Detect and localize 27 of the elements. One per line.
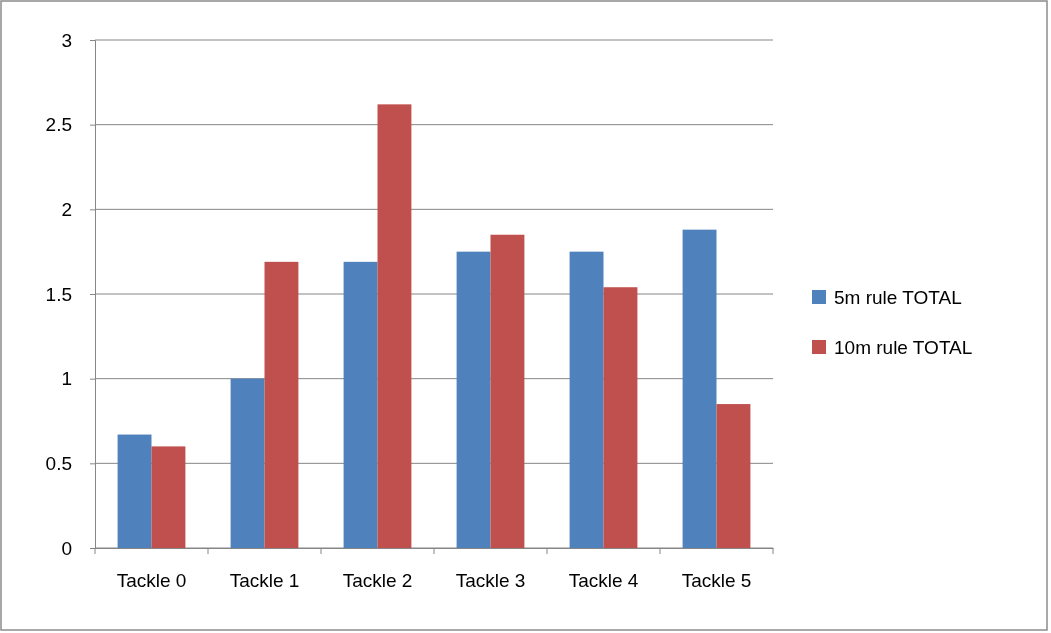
bar	[151, 446, 186, 548]
y-tick-label: 0.5	[45, 452, 72, 474]
x-tick-label: Tackle 2	[342, 570, 413, 592]
y-tick-label: 2.5	[45, 114, 72, 136]
bar	[569, 251, 604, 548]
x-tick-label: Tackle 1	[229, 570, 300, 592]
y-tick-label: 2	[61, 198, 72, 220]
bar	[264, 261, 299, 548]
x-tick-label: Tackle 5	[681, 570, 752, 592]
bar	[490, 234, 525, 548]
x-tick-label: Tackle 3	[455, 570, 526, 592]
bar	[377, 104, 412, 548]
x-tick-label: Tackle 4	[568, 570, 639, 592]
y-tick-label: 1	[61, 368, 72, 390]
legend-label: 10m rule TOTAL	[834, 337, 973, 358]
bar	[117, 434, 152, 548]
x-tick-label: Tackle 0	[116, 570, 187, 592]
y-tick-label: 3	[61, 29, 72, 51]
bar	[682, 229, 717, 548]
legend-label: 5m rule TOTAL	[834, 287, 962, 308]
bar	[603, 287, 638, 548]
bar	[716, 404, 751, 548]
y-tick-label: 1.5	[45, 283, 72, 305]
bar	[343, 261, 378, 548]
bar	[456, 251, 491, 548]
y-tick-label: 0	[61, 537, 72, 559]
bar	[230, 378, 265, 548]
